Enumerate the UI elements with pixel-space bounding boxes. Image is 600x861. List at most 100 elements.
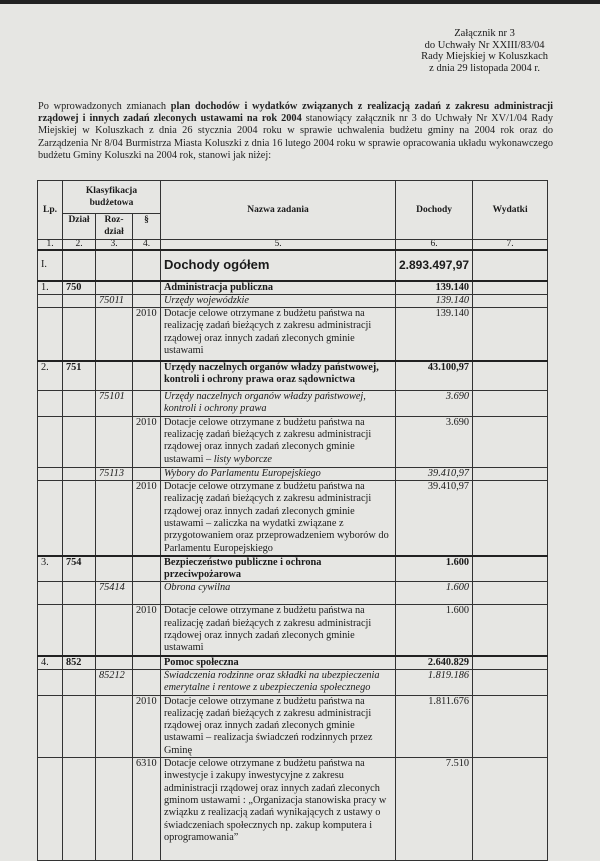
dzial-cell: 750 bbox=[62, 279, 96, 295]
column-number: 4. bbox=[132, 238, 161, 251]
intro-paragraph: Po wprowadzonych zmianach plan dochodów … bbox=[38, 101, 553, 162]
table-row-paragraf: 2010 Dotacje celowe otrzymane z budżetu p… bbox=[37, 694, 549, 759]
dochody-cell-text: 43.100,97 bbox=[427, 361, 470, 373]
dochody-cell: 139.140 bbox=[394, 293, 474, 309]
dochody-cell: 43.100,97 bbox=[394, 359, 474, 392]
table-row-paragraf: 2010 Dotacje celowe otrzymane z budżetu p… bbox=[37, 415, 549, 468]
table-row-rozdzial: 85212 Świadczenia rodzinne oraz składki n… bbox=[37, 668, 549, 696]
wydatki-cell bbox=[472, 307, 549, 362]
dochody-cell-text: 2.640.829 bbox=[427, 656, 470, 668]
dochody-cell-text: 139.140 bbox=[435, 294, 470, 306]
paragraf-cell bbox=[132, 466, 161, 482]
column-number: 7. bbox=[472, 238, 549, 251]
lp-cell bbox=[37, 604, 63, 657]
dochody-cell-text: 1.811.676 bbox=[428, 695, 470, 707]
rozdzial-cell bbox=[95, 307, 133, 362]
dzial-cell bbox=[62, 581, 96, 606]
name-cell-text: Świadczenia rodzinne oraz składki na ube… bbox=[164, 669, 380, 694]
paragraf-cell bbox=[132, 293, 161, 309]
name-cell: Administracja publiczna bbox=[160, 279, 396, 295]
dzial-cell bbox=[62, 694, 96, 759]
table-row-paragraf: 2010 Dotacje celowe otrzymane z budżetu p… bbox=[37, 307, 549, 362]
paragraf-cell-text: 2010 bbox=[136, 695, 157, 707]
wydatki-cell bbox=[472, 279, 549, 295]
lp-cell-text: 2. bbox=[41, 361, 49, 373]
paragraf-cell: 2010 bbox=[132, 415, 161, 468]
column-number: 3. bbox=[95, 238, 133, 251]
rozdzial-cell: 85212 bbox=[95, 668, 133, 696]
rozdzial-cell-text: 75011 bbox=[99, 294, 124, 306]
paragraf-cell-text: 2010 bbox=[136, 308, 157, 320]
intro-text: stanowiący załącznik nr 3 do Uchwały Nr … bbox=[38, 113, 553, 161]
name-cell-text: Dotacje celowe otrzymane z budżetu państ… bbox=[164, 758, 387, 843]
rozdzial-cell: 75011 bbox=[95, 293, 133, 309]
dochody-cell: 7.510 bbox=[394, 757, 474, 861]
name-cell: Dotacje celowe otrzymane z budżetu państ… bbox=[160, 694, 396, 759]
dzial-cell bbox=[62, 293, 96, 309]
rozdzial-cell bbox=[95, 604, 133, 657]
dochody-cell: 2.893.497,97 bbox=[394, 248, 474, 282]
lp-cell bbox=[37, 694, 63, 759]
name-italic-text: listy wyborcze bbox=[213, 453, 273, 465]
name-cell-text: Bezpieczeństwo publiczne i ochrona przec… bbox=[164, 556, 322, 581]
dochody-cell: 3.690 bbox=[394, 415, 474, 468]
lp-cell-text: 4. bbox=[41, 656, 49, 668]
name-cell-text: Wybory do Parlamentu Europejskiego bbox=[164, 467, 321, 479]
dochody-cell-text: 139.140 bbox=[435, 281, 470, 293]
dzial-cell: 751 bbox=[62, 359, 96, 392]
name-cell: Dotacje celowe otrzymane z budżetu państ… bbox=[160, 415, 396, 468]
header-line: Załącznik nr 3 bbox=[454, 28, 515, 39]
name-cell: Pomoc społeczna bbox=[160, 654, 396, 670]
wydatki-cell bbox=[472, 694, 549, 759]
annex-header: Załącznik nr 3 do Uchwały Nr XXIII/83/04… bbox=[421, 28, 548, 74]
table-row-rozdzial: 75011 Urzędy wojewódzkie 139.140 bbox=[37, 293, 549, 309]
column-number: 6. bbox=[394, 238, 474, 251]
paragraf-cell bbox=[132, 581, 161, 606]
paragraf-cell: 2010 bbox=[132, 604, 161, 657]
lp-cell bbox=[37, 466, 63, 482]
paragraf-cell-text: 2010 bbox=[136, 481, 157, 493]
table-row-rozdzial: 75113 Wybory do Parlamentu Europejskiego 3… bbox=[37, 466, 549, 482]
wydatki-cell bbox=[472, 668, 549, 696]
name-cell: Urzędy naczelnych organów władzy państwo… bbox=[160, 359, 396, 392]
dochody-cell: 39.410,97 bbox=[394, 466, 474, 482]
lp-cell bbox=[37, 307, 63, 362]
table-row-paragraf: 2010 Dotacje celowe otrzymane z budżetu p… bbox=[37, 480, 549, 557]
dzial-cell bbox=[62, 248, 96, 282]
dzial-cell bbox=[62, 604, 96, 657]
table-row-rozdzial: 75414 Obrona cywilna 1.600 bbox=[37, 581, 549, 606]
rozdzial-cell bbox=[95, 654, 133, 670]
name-cell: Świadczenia rodzinne oraz składki na ube… bbox=[160, 668, 396, 696]
rozdzial-cell-text: 75113 bbox=[99, 467, 124, 479]
lp-cell: 4. bbox=[37, 654, 63, 670]
lp-cell: 3. bbox=[37, 554, 63, 583]
wydatki-cell bbox=[472, 581, 549, 606]
dochody-cell-text: 2.893.497,97 bbox=[399, 257, 470, 272]
dochody-cell: 139.140 bbox=[394, 307, 474, 362]
column-number: 1. bbox=[37, 238, 63, 251]
name-cell: Urzędy wojewódzkie bbox=[160, 293, 396, 309]
table-row-paragraf: 2010 Dotacje celowe otrzymane z budżetu p… bbox=[37, 604, 549, 657]
dzial-cell bbox=[62, 757, 96, 861]
wydatki-cell bbox=[472, 757, 549, 861]
header-dochody: Dochody bbox=[394, 180, 474, 240]
scan-edge bbox=[0, 0, 600, 4]
dochody-cell: 1.600 bbox=[394, 604, 474, 657]
column-number: 5. bbox=[160, 238, 396, 251]
dzial-cell bbox=[62, 390, 96, 417]
dochody-cell: 1.811.676 bbox=[394, 694, 474, 759]
name-cell: Bezpieczeństwo publiczne i ochrona przec… bbox=[160, 554, 396, 583]
table-row-dzial: 3. 754 Bezpieczeństwo publiczne i ochrona … bbox=[37, 554, 549, 583]
table-row-dzial: 1. 750 Administracja publiczna 139.140 bbox=[37, 279, 549, 295]
wydatki-cell bbox=[472, 654, 549, 670]
paragraf-cell-text: 6310 bbox=[136, 758, 157, 770]
column-number: 2. bbox=[62, 238, 96, 251]
rozdzial-cell: 75113 bbox=[95, 466, 133, 482]
wydatki-cell bbox=[472, 359, 549, 392]
dzial-cell-text: 754 bbox=[66, 556, 82, 568]
header-line: z dnia 29 listopada 2004 r. bbox=[429, 62, 540, 74]
rozdzial-cell bbox=[95, 359, 133, 392]
paragraf-cell-text: 2010 bbox=[136, 416, 157, 428]
name-cell: Dotacje celowe otrzymane z budżetu państ… bbox=[160, 604, 396, 657]
dzial-cell-text: 852 bbox=[66, 656, 82, 668]
